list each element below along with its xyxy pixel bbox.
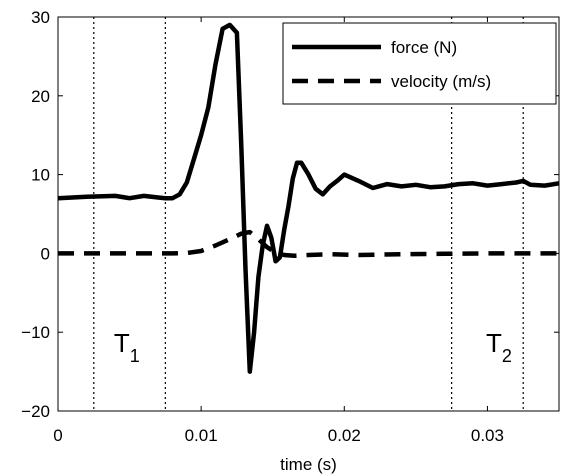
y-tick-label: −10 <box>21 323 50 342</box>
series-line-velocity <box>58 229 559 259</box>
series-line-force <box>57 22 560 374</box>
y-tick-label: 20 <box>31 87 50 106</box>
x-tick-label: 0.02 <box>328 426 361 445</box>
legend-box <box>282 22 557 105</box>
x-axis-label: time (s) <box>280 455 337 474</box>
x-tick-label: 0 <box>53 426 62 445</box>
x-tick-label: 0.03 <box>471 426 504 445</box>
series-lines <box>57 22 560 374</box>
y-tick-label: 30 <box>31 8 50 27</box>
legend: force (N) velocity (m/s) <box>282 22 557 105</box>
y-tick-label: −20 <box>21 402 50 421</box>
y-tick-label: 10 <box>31 166 50 185</box>
annotation-label-2: T2 <box>486 328 512 366</box>
legend-label-2: velocity (m/s) <box>391 72 491 91</box>
axes-frame <box>57 16 560 412</box>
y-tick-label: 0 <box>41 244 50 263</box>
x-tick-label: 0.01 <box>185 426 218 445</box>
annotation-label-1: T1 <box>114 328 140 366</box>
axis-ticks: 0 0.01 0.02 0.03 −20 −10 0 10 20 30 <box>21 8 559 445</box>
legend-label-1: force (N) <box>391 38 457 57</box>
